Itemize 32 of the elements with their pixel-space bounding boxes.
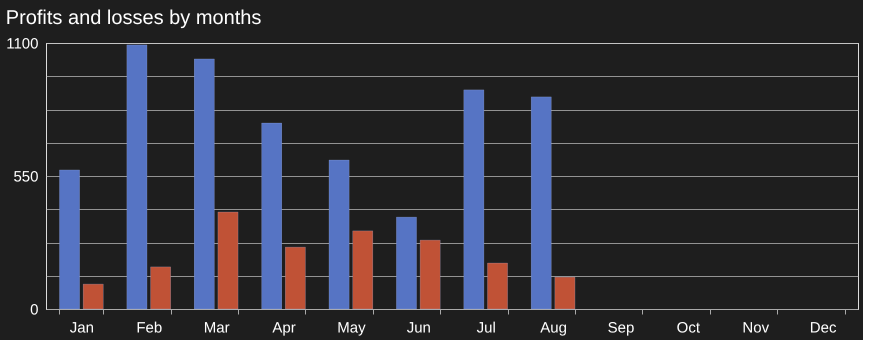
x-tick-label: Jun: [406, 320, 431, 336]
x-tick-label: Oct: [676, 320, 701, 336]
bar: [396, 216, 417, 310]
x-tick-label: Mar: [204, 320, 230, 336]
bar: [328, 160, 350, 310]
chart-title: Profits and losses by months: [6, 7, 262, 29]
x-tick-label: Dec: [810, 320, 837, 336]
bar: [82, 284, 104, 310]
bar: [464, 90, 484, 310]
x-tick-label: Jul: [476, 320, 496, 336]
bar: [285, 246, 306, 310]
bar: [420, 240, 440, 310]
bar: [261, 122, 282, 310]
x-tick-label: Feb: [136, 320, 162, 336]
x-tick-label: Nov: [742, 320, 770, 336]
bar: [487, 262, 508, 310]
x-tick-label: Apr: [272, 320, 296, 336]
bar: [150, 266, 171, 310]
x-tick-label: Sep: [608, 320, 634, 336]
bar: [59, 170, 80, 310]
bar: [218, 212, 238, 310]
bar: [126, 44, 148, 310]
y-tick-label: 550: [13, 168, 38, 186]
bar: [530, 96, 552, 310]
y-tick-label: 1100: [6, 36, 38, 52]
x-tick-label: May: [337, 320, 366, 336]
x-tick-label: Aug: [540, 320, 567, 336]
bar: [352, 230, 374, 310]
x-tick-label: Jan: [70, 320, 94, 336]
y-tick-label: 0: [30, 302, 38, 318]
bar: [554, 276, 576, 310]
bar: [194, 58, 215, 310]
